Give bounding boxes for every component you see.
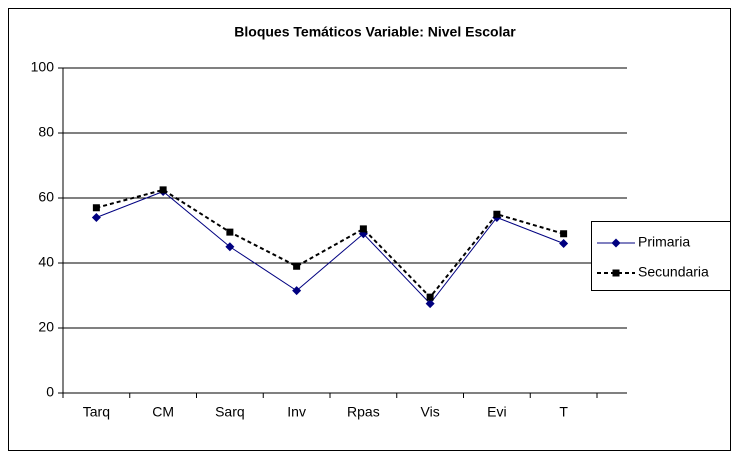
data-point [559,239,569,248]
x-tick-label: Rpas [347,404,380,420]
data-point [226,228,234,236]
series-line [96,188,564,299]
data-point [493,210,501,218]
y-tick-label: 100 [31,59,55,75]
data-point [560,230,568,238]
x-tick-label: Inv [287,404,306,420]
data-point [426,293,434,301]
legend-label: Primaria [638,234,690,250]
data-point [359,225,367,233]
y-tick-label: 40 [38,254,54,270]
x-tick-label: CM [152,404,174,420]
y-tick-label: 80 [38,124,54,140]
x-tick-label: Vis [421,404,440,420]
legend-label: Secundaria [638,264,709,280]
legend-marker [612,269,620,277]
data-point [225,242,235,252]
x-tick-label: Sarq [215,404,245,420]
chart-title: Bloques Temáticos Variable: Nivel Escola… [234,24,516,40]
series-line [96,190,564,305]
data-point [91,213,101,222]
data-point [159,186,167,194]
y-tick-label: 20 [38,319,54,335]
data-point [293,262,301,270]
data-point [292,286,302,296]
x-tick-label: T [559,404,568,420]
x-tick-label: Tarq [83,404,110,420]
y-tick-label: 60 [38,189,54,205]
data-point [92,204,100,212]
legend-marker [611,238,621,248]
x-tick-label: Evi [487,404,506,420]
data-point [425,299,435,309]
y-tick-label: 0 [46,384,54,400]
legend-box [591,221,731,291]
